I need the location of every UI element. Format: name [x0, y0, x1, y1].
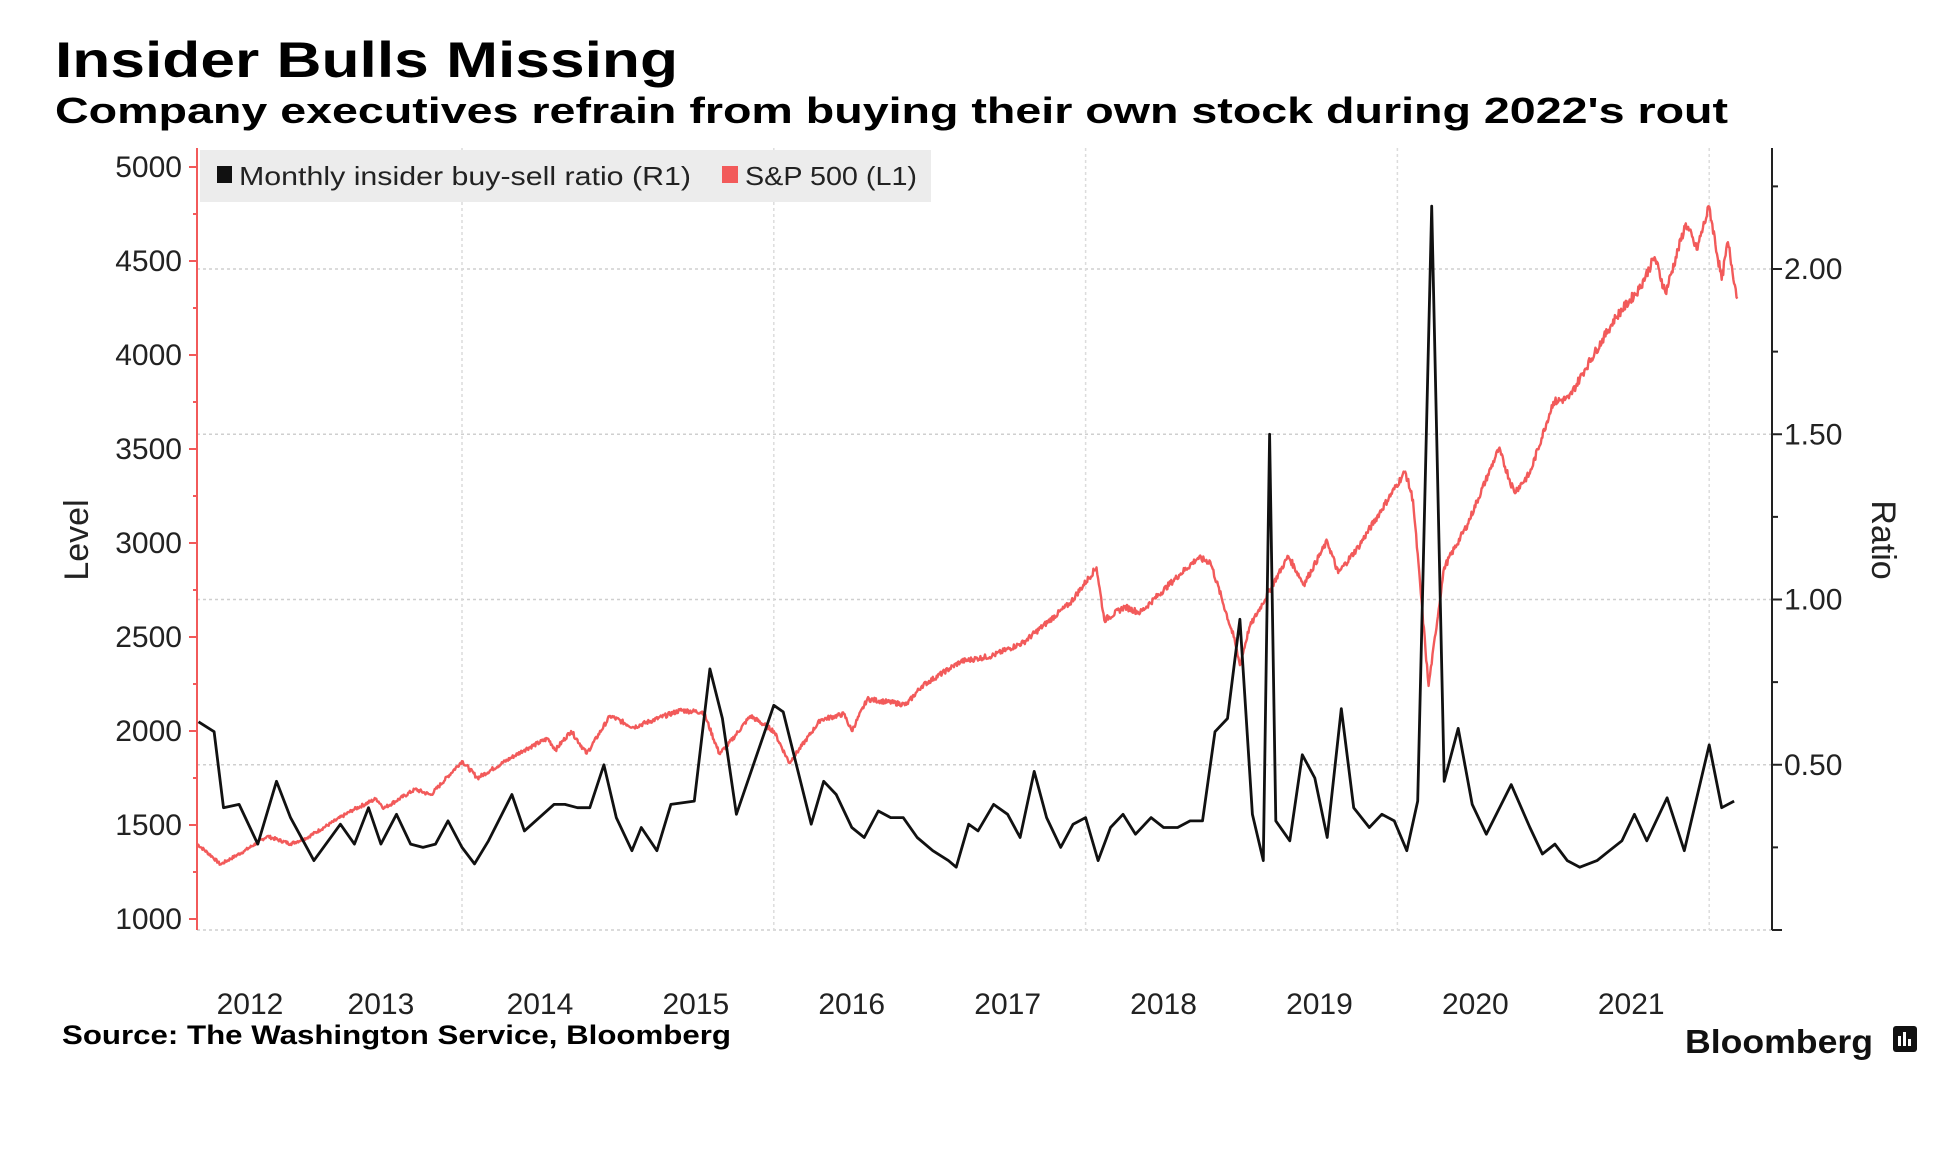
axes: 1000 1500 2000 2500 3000 3500 4000 4500 5000 0.50…	[115, 148, 1842, 1021]
left-tick-label: 2000	[115, 715, 182, 748]
right-axis-label: Ratio	[1864, 500, 1902, 579]
x-tick-label: 2014	[507, 988, 574, 1021]
x-tick-label: 2012	[217, 988, 284, 1021]
chart-title: Insider Bulls Missing	[55, 32, 678, 88]
right-tick-label: 1.50	[1784, 418, 1842, 451]
x-tick-label: 2021	[1598, 988, 1665, 1021]
left-axis-label: Level	[58, 499, 96, 580]
left-tick-label: 4000	[115, 339, 182, 372]
bloomberg-logo: Bloomberg	[1685, 1023, 1873, 1060]
legend-background	[200, 150, 931, 202]
source-note: Source: The Washington Service, Bloomber…	[62, 1020, 731, 1050]
left-tick-label: 1500	[115, 809, 182, 842]
legend-label-sp500: S&P 500 (L1)	[745, 161, 917, 191]
x-tick-label: 2016	[818, 988, 885, 1021]
insider-ratio-line	[197, 204, 1735, 869]
x-tick-label: 2017	[974, 988, 1041, 1021]
sp500-line	[196, 205, 1739, 866]
legend-label-ratio: Monthly insider buy-sell ratio (R1)	[239, 161, 691, 191]
series	[196, 204, 1739, 869]
left-tick-label: 4500	[115, 245, 182, 278]
x-tick-label: 2019	[1286, 988, 1353, 1021]
bloomberg-terminal-icon	[1893, 1026, 1917, 1052]
right-tick-label: 1.00	[1784, 584, 1842, 617]
legend: Monthly insider buy-sell ratio (R1) S&P …	[200, 150, 931, 202]
right-tick-label: 2.00	[1784, 253, 1842, 286]
legend-swatch-ratio	[217, 166, 232, 183]
x-tick-label: 2015	[662, 988, 729, 1021]
gridlines	[197, 148, 1772, 931]
left-tick-label: 1000	[115, 903, 182, 936]
x-tick-label: 2013	[348, 988, 415, 1021]
right-tick-label: 0.50	[1784, 749, 1842, 782]
x-tick-label: 2018	[1130, 988, 1197, 1021]
left-tick-label: 3000	[115, 527, 182, 560]
left-tick-label: 3500	[115, 433, 182, 466]
chart-subtitle: Company executives refrain from buying t…	[55, 90, 1728, 131]
x-tick-label: 2020	[1442, 988, 1509, 1021]
legend-swatch-sp500	[722, 166, 738, 183]
left-tick-label: 5000	[115, 151, 182, 184]
left-tick-label: 2500	[115, 621, 182, 654]
